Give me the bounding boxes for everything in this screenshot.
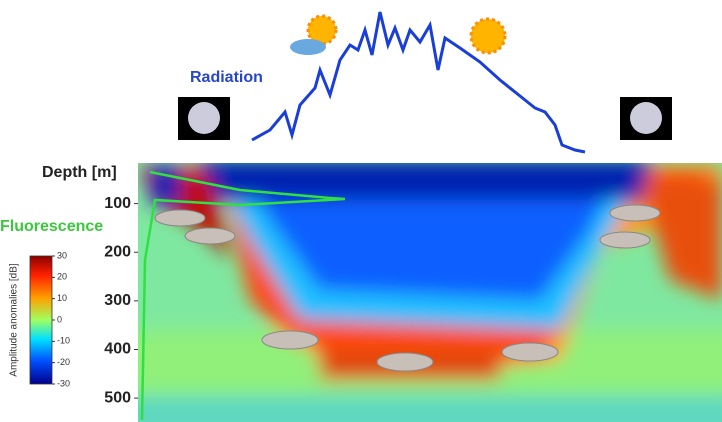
colorbar-tick-label: -20 bbox=[57, 357, 70, 367]
depth-tick-label: 300 bbox=[104, 292, 131, 309]
colorbar-tick-label: 10 bbox=[57, 293, 67, 303]
depth-tick-label: 500 bbox=[104, 389, 131, 406]
colorbar-tick-label: -30 bbox=[57, 378, 70, 388]
colorbar bbox=[30, 256, 52, 384]
colorbar-label: Amplitude anomalies [dB] bbox=[9, 263, 20, 377]
depth-tick-label: 100 bbox=[104, 195, 131, 212]
figure: Radiation Depth [m] Fluorescence Amplitu… bbox=[0, 0, 722, 422]
depth-label: Depth [m] bbox=[42, 164, 117, 181]
colorbar-tick-label: 20 bbox=[57, 272, 67, 282]
fluorescence-label: Fluorescence bbox=[0, 218, 103, 235]
colorbar-tick-label: 30 bbox=[57, 250, 67, 260]
colorbar-tick-label: 0 bbox=[57, 314, 62, 324]
echogram bbox=[120, 160, 722, 422]
colorbar-tick-label: -10 bbox=[57, 336, 70, 346]
depth-tick-label: 400 bbox=[104, 341, 131, 358]
radiation-label: Radiation bbox=[190, 69, 263, 86]
sun-cloud-icon bbox=[290, 16, 336, 55]
moon-icon bbox=[178, 97, 672, 140]
radiation-curve bbox=[252, 12, 585, 152]
depth-tick-label: 200 bbox=[104, 243, 131, 260]
sun-icon bbox=[471, 19, 505, 53]
